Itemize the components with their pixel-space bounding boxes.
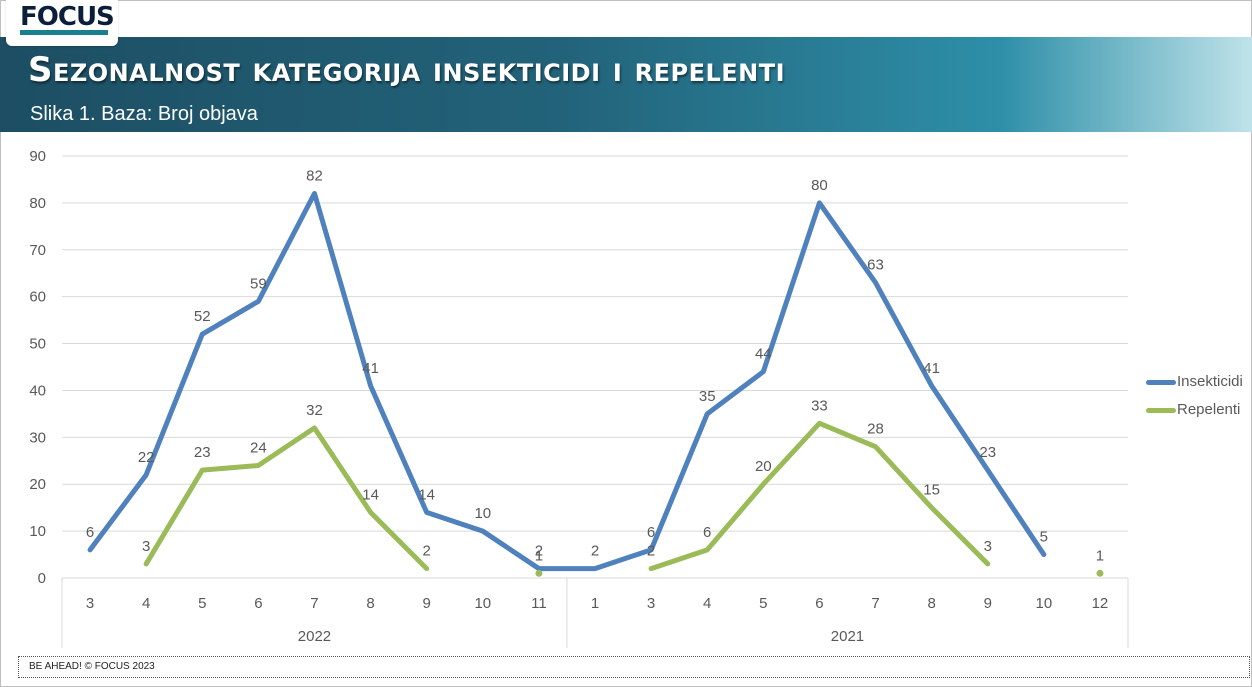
- x-tick-label: 9: [423, 595, 431, 612]
- x-tick-label: 10: [474, 595, 491, 612]
- x-tick-label: 3: [86, 595, 94, 612]
- x-tick-label: 10: [1035, 595, 1052, 612]
- footer: BE AHEAD! © FOCUS 2023: [18, 656, 1250, 678]
- legend-label-insekticidi: Insekticidi: [1177, 373, 1243, 390]
- data-label-repelenti: 1: [1096, 547, 1104, 564]
- legend-swatch-insekticidi: [1146, 380, 1176, 385]
- series-line-insekticidi: [87, 191, 1047, 572]
- data-label-insekticidi: 10: [474, 505, 491, 522]
- x-tick-label: 7: [310, 595, 318, 612]
- data-label-repelenti: 28: [867, 421, 884, 438]
- x-tick-label: 8: [927, 595, 935, 612]
- data-label-repelenti: 2: [423, 543, 431, 560]
- logo: FOCUS: [6, 0, 118, 46]
- x-tick-label: 5: [759, 595, 767, 612]
- data-label-insekticidi: 6: [647, 524, 655, 541]
- page-title: Sezonalnost kategorija insekticidi i rep…: [28, 50, 786, 90]
- data-label-repelenti: 3: [984, 538, 992, 555]
- data-label-insekticidi: 14: [418, 486, 435, 503]
- x-tick-label: 9: [984, 595, 992, 612]
- x-tick-label: 11: [531, 595, 547, 612]
- x-tick-label: 5: [198, 595, 206, 612]
- x-tick-label: 12: [1092, 595, 1109, 612]
- data-label-repelenti: 2: [647, 543, 655, 560]
- data-label-insekticidi: 2: [535, 543, 543, 560]
- data-label-repelenti: 15: [923, 482, 940, 499]
- x-tick-label: 1: [591, 595, 599, 612]
- y-tick-label: 60: [29, 289, 46, 306]
- data-label-repelenti: 3: [142, 538, 150, 555]
- title-banner: [0, 37, 1252, 132]
- page-subtitle: Slika 1. Baza: Broj objava: [30, 103, 258, 125]
- y-tick-label: 80: [29, 195, 46, 212]
- data-label-insekticidi: 23: [979, 444, 996, 461]
- x-tick-label: 3: [647, 595, 655, 612]
- data-label-repelenti: 32: [306, 402, 323, 419]
- y-tick-label: 0: [38, 570, 46, 587]
- y-tick-label: 20: [29, 476, 46, 493]
- logo-underline: [20, 30, 108, 35]
- data-label-insekticidi: 6: [86, 524, 94, 541]
- data-label-insekticidi: 5: [1040, 529, 1048, 546]
- data-label-insekticidi: 22: [138, 449, 155, 466]
- data-label-insekticidi: 80: [811, 177, 828, 194]
- data-label-insekticidi: 63: [867, 257, 884, 274]
- series-point-repelenti: [1096, 569, 1104, 577]
- legend-label-repelenti: Repelenti: [1177, 401, 1241, 418]
- data-label-insekticidi: 82: [306, 168, 323, 185]
- y-tick-label: 70: [29, 242, 46, 259]
- data-label-repelenti: 14: [362, 486, 379, 503]
- data-label-repelenti: 23: [194, 444, 211, 461]
- series-line-repelenti: [648, 420, 991, 572]
- y-tick-label: 40: [29, 382, 46, 399]
- x-group-label: 2021: [831, 628, 864, 645]
- footer-text: BE AHEAD! © FOCUS 2023: [29, 661, 155, 672]
- x-tick-label: 4: [703, 595, 711, 612]
- series-point-repelenti: [535, 569, 543, 577]
- data-label-repelenti: 24: [250, 439, 267, 456]
- x-tick-label: 4: [142, 595, 150, 612]
- data-label-repelenti: 6: [703, 524, 711, 541]
- y-tick-label: 90: [29, 148, 46, 165]
- data-label-insekticidi: 35: [699, 388, 716, 405]
- data-label-insekticidi: 41: [923, 360, 940, 377]
- x-tick-label: 6: [815, 595, 823, 612]
- x-tick-label: 8: [366, 595, 374, 612]
- data-label-insekticidi: 44: [755, 346, 772, 363]
- data-label-insekticidi: 41: [362, 360, 379, 377]
- logo-text: FOCUS: [20, 2, 115, 32]
- y-tick-label: 50: [29, 336, 46, 353]
- data-label-repelenti: 1: [535, 547, 543, 564]
- data-label-insekticidi: 59: [250, 275, 267, 292]
- data-label-insekticidi: 52: [194, 308, 211, 325]
- x-tick-label: 7: [871, 595, 879, 612]
- x-group-label: 2022: [298, 628, 331, 645]
- data-label-repelenti: 20: [755, 458, 772, 475]
- data-label-repelenti: 33: [811, 397, 828, 414]
- series-line-repelenti: [143, 425, 430, 572]
- legend-swatch-repelenti: [1146, 408, 1176, 413]
- x-tick-label: 6: [254, 595, 262, 612]
- data-label-insekticidi: 2: [591, 543, 599, 560]
- y-tick-label: 30: [29, 429, 46, 446]
- y-tick-label: 10: [29, 523, 46, 540]
